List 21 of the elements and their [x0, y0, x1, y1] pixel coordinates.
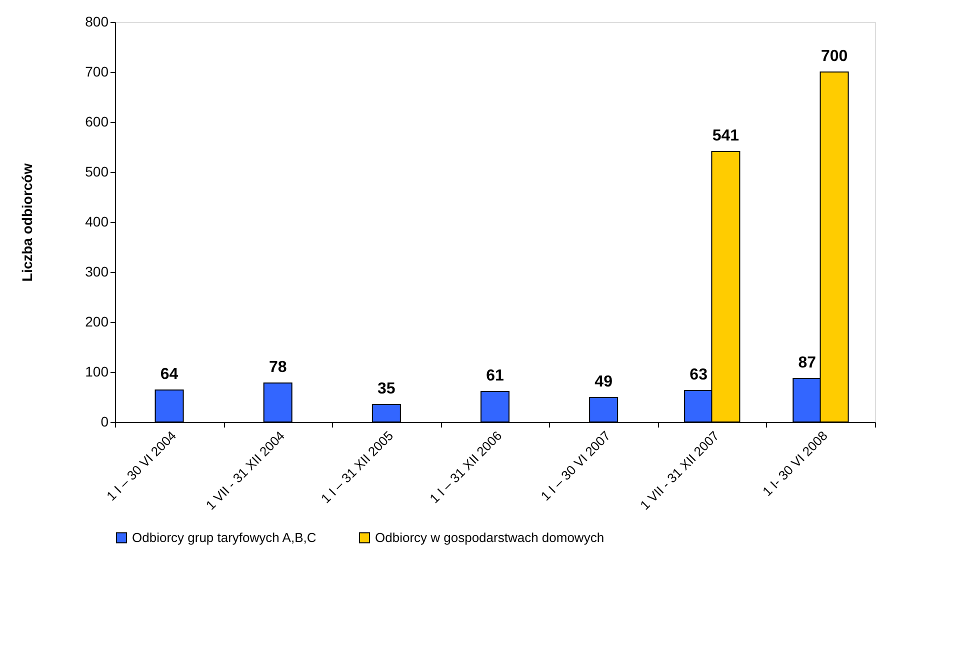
y-tick-label: 600	[85, 114, 109, 130]
y-tick-label: 400	[85, 214, 109, 230]
legend-label: Odbiorcy grup taryfowych A,B,C	[132, 530, 316, 545]
y-tick-label: 500	[85, 164, 109, 180]
y-tick-label: 300	[85, 264, 109, 280]
data-label: 35	[378, 380, 396, 398]
y-tick-label: 800	[85, 14, 109, 30]
y-tick-label: 100	[85, 364, 109, 380]
data-label: 49	[594, 374, 613, 390]
data-label: 700	[820, 48, 848, 65]
y-axis-title: Liczba odbiorców	[19, 163, 36, 282]
data-label: 541	[712, 128, 740, 144]
data-label: 61	[486, 368, 504, 384]
y-tick-label: 200	[85, 314, 109, 330]
data-label: 63	[690, 366, 708, 384]
y-tick-label: 0	[100, 414, 109, 430]
data-label: 78	[268, 359, 287, 376]
data-label: 87	[798, 354, 816, 372]
y-tick-label: 700	[85, 64, 109, 80]
data-label: 64	[160, 366, 178, 383]
legend-label: Odbiorcy w gospodarstwach domowych	[375, 530, 604, 545]
